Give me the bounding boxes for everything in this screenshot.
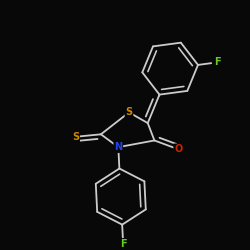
Text: S: S <box>72 132 79 142</box>
Text: S: S <box>126 107 132 117</box>
Text: F: F <box>214 57 220 67</box>
Text: F: F <box>120 239 126 249</box>
Text: O: O <box>174 144 182 154</box>
Text: N: N <box>114 142 122 152</box>
